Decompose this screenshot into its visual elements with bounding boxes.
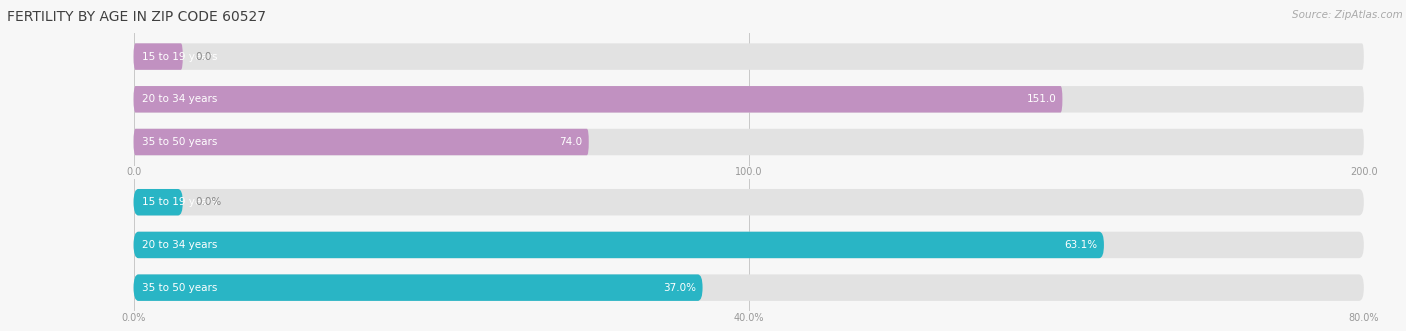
Text: 15 to 19 years: 15 to 19 years <box>142 52 218 62</box>
FancyBboxPatch shape <box>134 86 1063 113</box>
Text: 20 to 34 years: 20 to 34 years <box>142 240 218 250</box>
FancyBboxPatch shape <box>134 43 183 70</box>
FancyBboxPatch shape <box>134 129 589 155</box>
FancyBboxPatch shape <box>134 189 1364 215</box>
Text: 15 to 19 years: 15 to 19 years <box>142 197 218 207</box>
FancyBboxPatch shape <box>134 274 1364 301</box>
Text: 74.0: 74.0 <box>560 137 582 147</box>
FancyBboxPatch shape <box>134 274 703 301</box>
Text: 63.1%: 63.1% <box>1064 240 1098 250</box>
Text: 0.0%: 0.0% <box>195 197 221 207</box>
Text: FERTILITY BY AGE IN ZIP CODE 60527: FERTILITY BY AGE IN ZIP CODE 60527 <box>7 10 266 24</box>
Text: 151.0: 151.0 <box>1026 94 1056 104</box>
FancyBboxPatch shape <box>134 43 1364 70</box>
Text: 0.0: 0.0 <box>195 52 211 62</box>
FancyBboxPatch shape <box>134 86 1364 113</box>
Text: 37.0%: 37.0% <box>664 283 696 293</box>
FancyBboxPatch shape <box>134 232 1104 258</box>
Text: 20 to 34 years: 20 to 34 years <box>142 94 218 104</box>
FancyBboxPatch shape <box>134 189 183 215</box>
Text: 35 to 50 years: 35 to 50 years <box>142 283 218 293</box>
FancyBboxPatch shape <box>134 232 1364 258</box>
FancyBboxPatch shape <box>134 129 1364 155</box>
Text: 35 to 50 years: 35 to 50 years <box>142 137 218 147</box>
Text: Source: ZipAtlas.com: Source: ZipAtlas.com <box>1292 10 1403 20</box>
